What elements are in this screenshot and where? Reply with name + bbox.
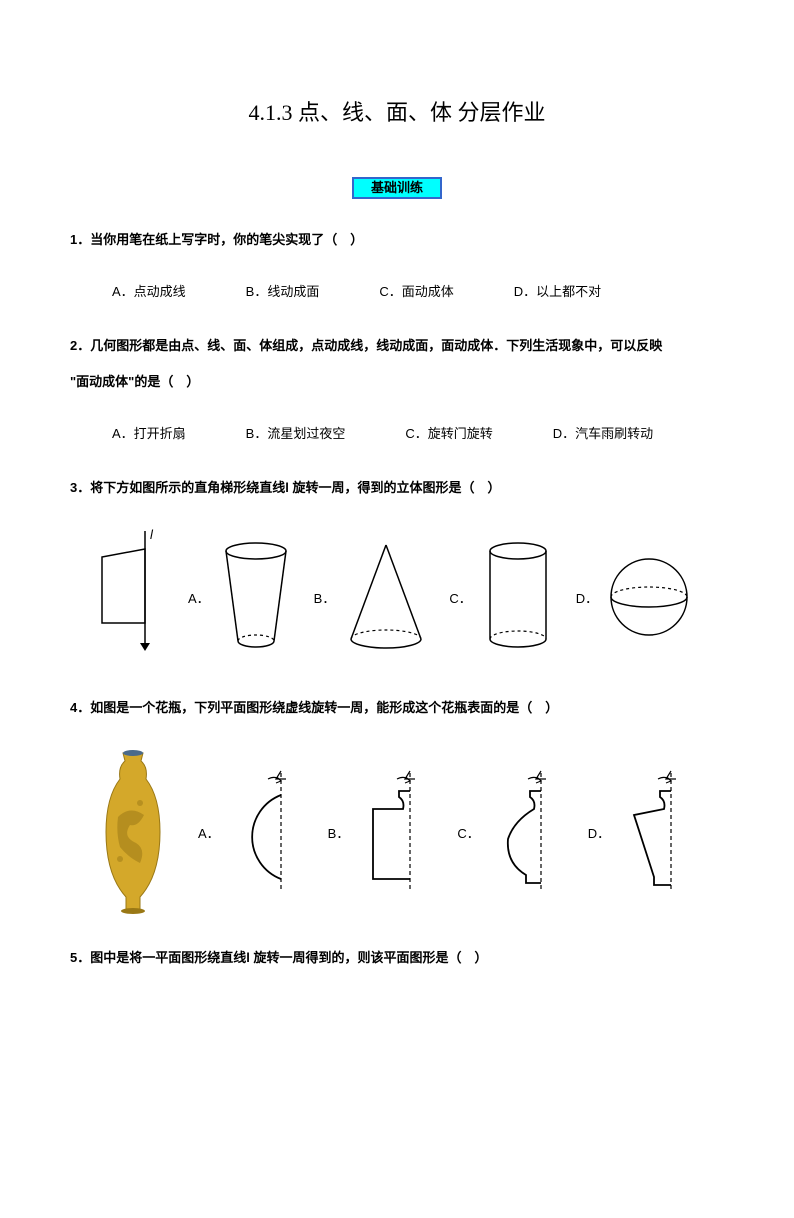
q3-label-a: A． [188, 588, 210, 607]
q1-opt-d: D．以上都不对 [514, 279, 601, 305]
section-badge: 基础训练 [352, 177, 442, 199]
q4-vase-figure [90, 747, 176, 917]
q5-text: 5．图中是将一平面图形绕直线l 旋转一周得到的，则该平面图形是（ ） [70, 945, 724, 971]
q4-opt-a: A． [198, 767, 306, 897]
q4-shape-b-icon [355, 767, 435, 897]
q4-shape-a-icon [226, 767, 306, 897]
q4-text: 4．如图是一个花瓶，下列平面图形绕虚线旋转一周，能形成这个花瓶表面的是（ ） [70, 695, 724, 721]
q2-opt-d: D．汽车雨刷转动 [553, 421, 653, 447]
q2-options: A．打开折扇 B．流星划过夜空 C．旋转门旋转 D．汽车雨刷转动 [112, 421, 724, 447]
q4-opt-b: B． [328, 767, 436, 897]
q4-label-c: C． [457, 823, 479, 842]
q4-opt-d: D． [588, 767, 696, 897]
q4-label-d: D． [588, 823, 610, 842]
page-title: 4.1.3 点、线、面、体 分层作业 [70, 95, 724, 127]
q3-opt-c: C． [449, 537, 557, 657]
q4-figures: A． B． C． D． [90, 747, 724, 917]
q3-opt-d: D． [576, 547, 694, 647]
q3-opt-b: B． [314, 537, 432, 657]
q2-text-line2: "面动成体"的是（ ） [70, 369, 724, 395]
q3-figures: l A． B． C． [90, 527, 724, 667]
q4-label-b: B． [328, 823, 350, 842]
q4-shape-d-icon [616, 767, 696, 897]
frustum-inverted-icon [216, 537, 296, 657]
q1-opt-a: A．点动成线 [112, 279, 186, 305]
sphere-icon [604, 547, 694, 647]
q3-trapezoid-figure: l [90, 527, 170, 667]
q2-opt-c: C．旋转门旋转 [405, 421, 492, 447]
q3-label-b: B． [314, 588, 336, 607]
q4-shape-c-icon [486, 767, 566, 897]
q3-opt-a: A． [188, 537, 296, 657]
q4-label-a: A． [198, 823, 220, 842]
q3-label-c: C． [449, 588, 471, 607]
q1-opt-c: C．面动成体 [379, 279, 453, 305]
vase-icon [90, 747, 176, 917]
q2-opt-b: B．流星划过夜空 [246, 421, 346, 447]
trapezoid-icon: l [90, 527, 170, 667]
q1-opt-b: B．线动成面 [246, 279, 320, 305]
q1-text: 1．当你用笔在纸上写字时，你的笔尖实现了（ ） [70, 227, 724, 253]
cone-icon [341, 537, 431, 657]
q4-opt-c: C． [457, 767, 565, 897]
cylinder-icon [478, 537, 558, 657]
q2-opt-a: A．打开折扇 [112, 421, 186, 447]
q3-text: 3．将下方如图所示的直角梯形绕直线l 旋转一周，得到的立体图形是（ ） [70, 475, 724, 501]
q1-options: A．点动成线 B．线动成面 C．面动成体 D．以上都不对 [112, 279, 724, 305]
svg-text:l: l [150, 527, 154, 542]
q3-label-d: D． [576, 588, 598, 607]
q2-text-line1: 2．几何图形都是由点、线、面、体组成，点动成线，线动成面，面动成体．下列生活现象… [70, 333, 724, 359]
